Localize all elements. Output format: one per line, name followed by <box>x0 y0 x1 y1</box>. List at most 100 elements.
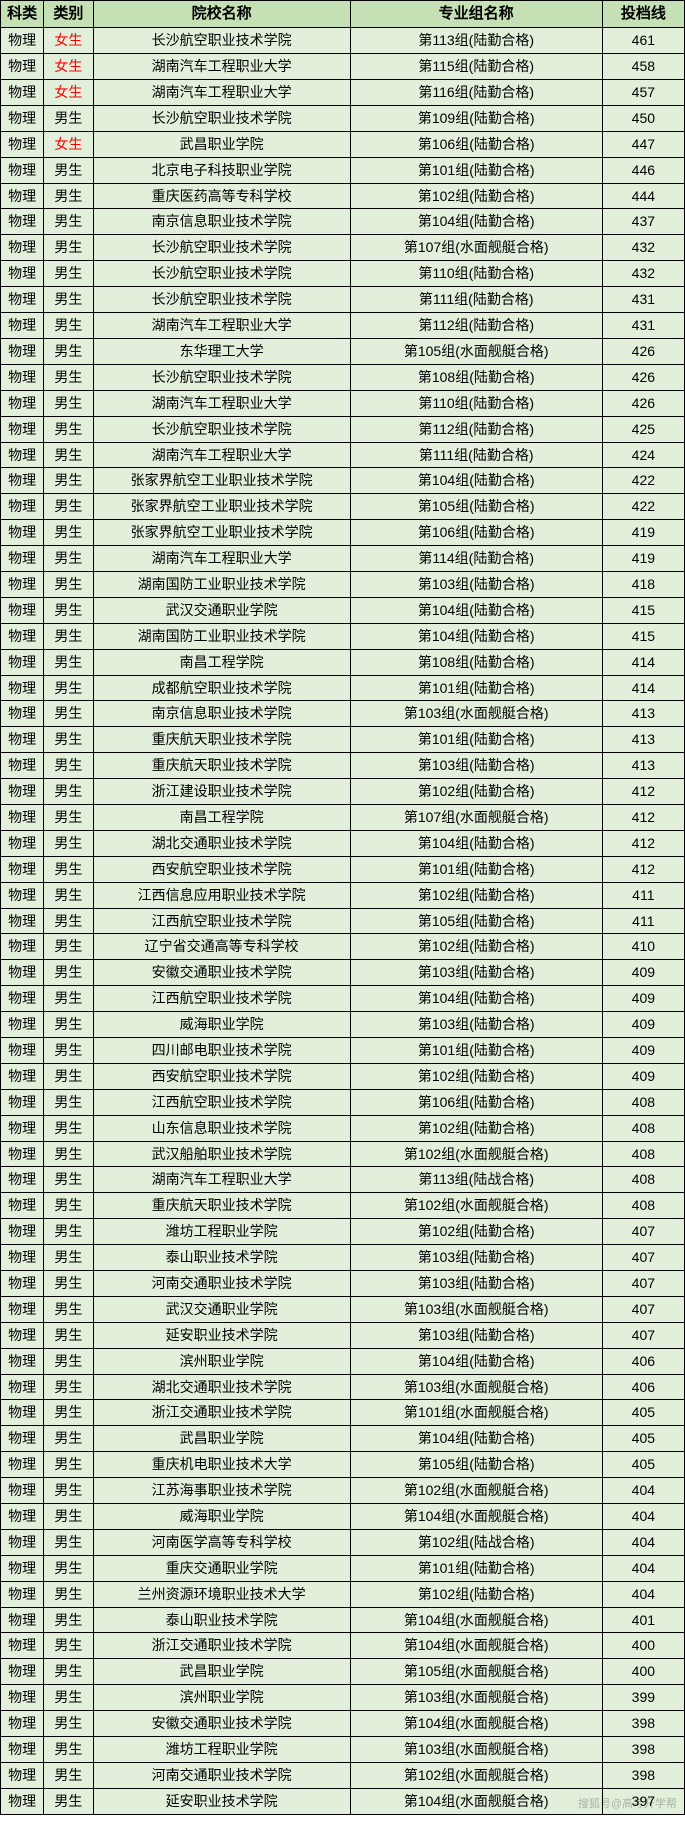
cell-school: 河南医学高等专科学校 <box>93 1529 350 1555</box>
cell-score: 432 <box>602 235 684 261</box>
cell-subject: 物理 <box>1 183 44 209</box>
cell-school: 南昌工程学院 <box>93 649 350 675</box>
table-row: 物理男生成都航空职业技术学院第101组(陆勤合格)414 <box>1 675 685 701</box>
cell-subject: 物理 <box>1 1348 44 1374</box>
cell-subject: 物理 <box>1 623 44 649</box>
table-row: 物理男生长沙航空职业技术学院第112组(陆勤合格)425 <box>1 416 685 442</box>
cell-subject: 物理 <box>1 986 44 1012</box>
cell-school: 湖北交通职业技术学院 <box>93 830 350 856</box>
cell-score: 412 <box>602 804 684 830</box>
cell-subject: 物理 <box>1 1400 44 1426</box>
table-row: 物理男生张家界航空工业职业技术学院第106组(陆勤合格)419 <box>1 520 685 546</box>
cell-school: 湖南国防工业职业技术学院 <box>93 623 350 649</box>
cell-score: 406 <box>602 1374 684 1400</box>
table-row: 物理男生延安职业技术学院第104组(水面舰艇合格)397 <box>1 1788 685 1814</box>
table-row: 物理男生江西航空职业技术学院第106组(陆勤合格)408 <box>1 1089 685 1115</box>
cell-school: 湖南汽车工程职业大学 <box>93 1167 350 1193</box>
cell-score: 413 <box>602 753 684 779</box>
cell-score: 406 <box>602 1348 684 1374</box>
cell-category: 男生 <box>44 468 93 494</box>
cell-score: 432 <box>602 261 684 287</box>
table-row: 物理男生四川邮电职业技术学院第101组(陆勤合格)409 <box>1 1037 685 1063</box>
cell-score: 407 <box>602 1271 684 1297</box>
cell-category: 男生 <box>44 1581 93 1607</box>
cell-score: 414 <box>602 675 684 701</box>
cell-school: 延安职业技术学院 <box>93 1788 350 1814</box>
cell-group: 第102组(陆勤合格) <box>350 1115 602 1141</box>
cell-subject: 物理 <box>1 520 44 546</box>
table-row: 物理男生重庆航天职业技术学院第102组(水面舰艇合格)408 <box>1 1193 685 1219</box>
cell-school: 江西信息应用职业技术学院 <box>93 882 350 908</box>
cell-score: 415 <box>602 597 684 623</box>
cell-category: 男生 <box>44 1063 93 1089</box>
cell-score: 457 <box>602 80 684 106</box>
cell-school: 武汉船舶职业技术学院 <box>93 1141 350 1167</box>
cell-category: 男生 <box>44 727 93 753</box>
cell-group: 第105组(陆勤合格) <box>350 1452 602 1478</box>
cell-subject: 物理 <box>1 908 44 934</box>
cell-school: 长沙航空职业技术学院 <box>93 416 350 442</box>
cell-school: 江西航空职业技术学院 <box>93 908 350 934</box>
cell-group: 第102组(水面舰艇合格) <box>350 1193 602 1219</box>
cell-group: 第115组(陆勤合格) <box>350 54 602 80</box>
cell-school: 江西航空职业技术学院 <box>93 986 350 1012</box>
cell-group: 第114组(陆勤合格) <box>350 546 602 572</box>
cell-category: 男生 <box>44 779 93 805</box>
cell-school: 湖南国防工业职业技术学院 <box>93 571 350 597</box>
cell-group: 第102组(陆勤合格) <box>350 934 602 960</box>
cell-score: 461 <box>602 28 684 54</box>
table-row: 物理男生长沙航空职业技术学院第108组(陆勤合格)426 <box>1 364 685 390</box>
cell-group: 第108组(陆勤合格) <box>350 364 602 390</box>
cell-subject: 物理 <box>1 753 44 779</box>
cell-score: 408 <box>602 1089 684 1115</box>
cell-score: 404 <box>602 1555 684 1581</box>
cell-subject: 物理 <box>1 131 44 157</box>
cell-group: 第112组(陆勤合格) <box>350 313 602 339</box>
cell-subject: 物理 <box>1 1685 44 1711</box>
cell-score: 398 <box>602 1762 684 1788</box>
cell-score: 409 <box>602 986 684 1012</box>
cell-score: 412 <box>602 856 684 882</box>
cell-category: 男生 <box>44 1737 93 1763</box>
table-row: 物理男生辽宁省交通高等专科学校第102组(陆勤合格)410 <box>1 934 685 960</box>
cell-subject: 物理 <box>1 1141 44 1167</box>
cell-subject: 物理 <box>1 649 44 675</box>
table-row: 物理男生威海职业学院第103组(陆勤合格)409 <box>1 1012 685 1038</box>
cell-subject: 物理 <box>1 960 44 986</box>
cell-category: 男生 <box>44 804 93 830</box>
cell-school: 武汉交通职业学院 <box>93 597 350 623</box>
cell-group: 第109组(陆勤合格) <box>350 105 602 131</box>
cell-school: 江西航空职业技术学院 <box>93 1089 350 1115</box>
cell-group: 第102组(陆勤合格) <box>350 1219 602 1245</box>
cell-category: 男生 <box>44 1037 93 1063</box>
cell-category: 男生 <box>44 1374 93 1400</box>
cell-category: 男生 <box>44 1012 93 1038</box>
cell-group: 第111组(陆勤合格) <box>350 442 602 468</box>
cell-score: 408 <box>602 1193 684 1219</box>
cell-score: 422 <box>602 494 684 520</box>
cell-subject: 物理 <box>1 1296 44 1322</box>
table-row: 物理男生山东信息职业技术学院第102组(陆勤合格)408 <box>1 1115 685 1141</box>
table-row: 物理男生南昌工程学院第108组(陆勤合格)414 <box>1 649 685 675</box>
cell-group: 第106组(陆勤合格) <box>350 131 602 157</box>
cell-score: 419 <box>602 520 684 546</box>
cell-score: 398 <box>602 1737 684 1763</box>
cell-group: 第102组(陆勤合格) <box>350 1063 602 1089</box>
cell-group: 第105组(陆勤合格) <box>350 494 602 520</box>
cell-school: 泰山职业技术学院 <box>93 1245 350 1271</box>
cell-group: 第107组(水面舰艇合格) <box>350 804 602 830</box>
cell-group: 第113组(陆勤合格) <box>350 28 602 54</box>
cell-score: 397 <box>602 1788 684 1814</box>
cell-score: 404 <box>602 1478 684 1504</box>
cell-school: 兰州资源环境职业技术大学 <box>93 1581 350 1607</box>
cell-category: 男生 <box>44 1633 93 1659</box>
cell-group: 第106组(陆勤合格) <box>350 520 602 546</box>
cell-subject: 物理 <box>1 830 44 856</box>
cell-school: 滨州职业学院 <box>93 1685 350 1711</box>
cell-group: 第104组(水面舰艇合格) <box>350 1788 602 1814</box>
table-row: 物理女生湖南汽车工程职业大学第115组(陆勤合格)458 <box>1 54 685 80</box>
cell-subject: 物理 <box>1 157 44 183</box>
cell-subject: 物理 <box>1 675 44 701</box>
cell-group: 第101组(陆勤合格) <box>350 1555 602 1581</box>
cell-score: 458 <box>602 54 684 80</box>
